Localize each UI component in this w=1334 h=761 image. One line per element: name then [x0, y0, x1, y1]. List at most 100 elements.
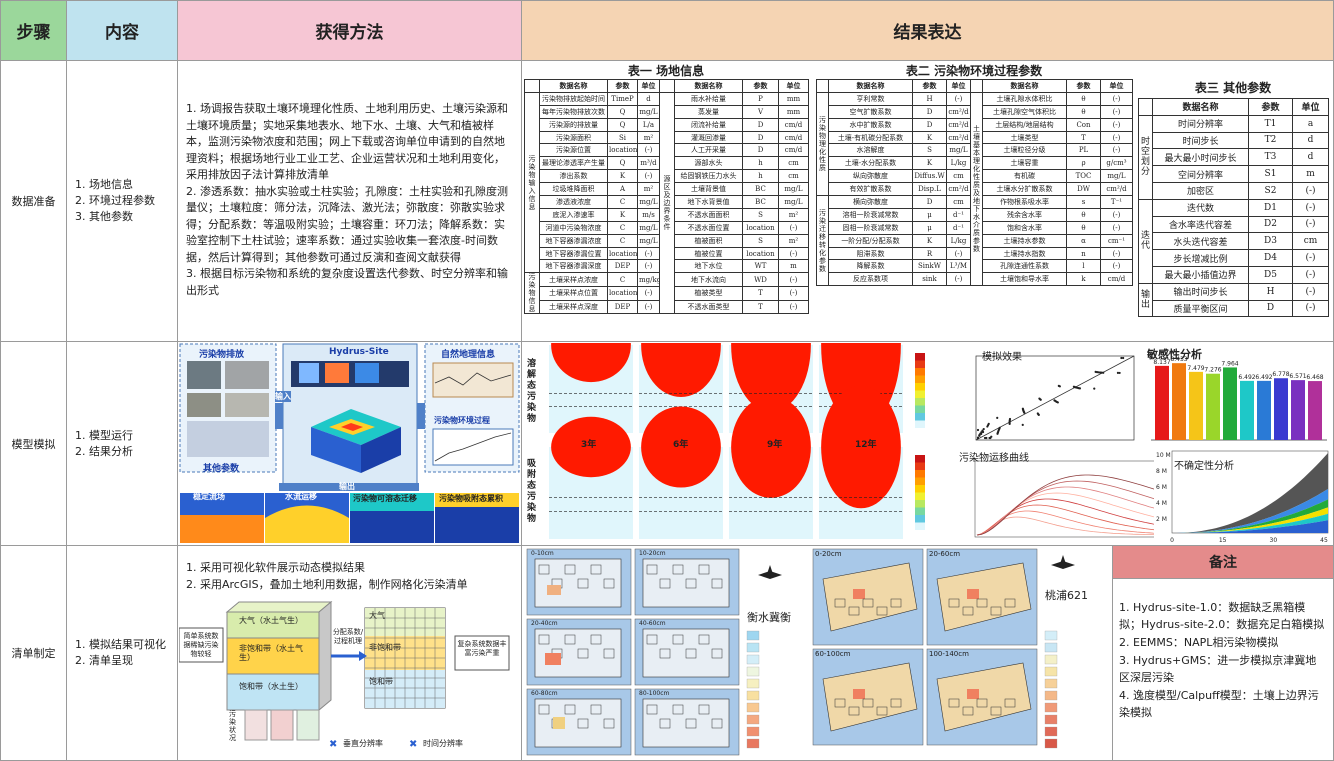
building-outline — [962, 606, 974, 616]
table-cell: 每年污染物排放次数 — [539, 104, 608, 119]
table-row: 污染物理化性质 亨利常数 H (-) 土壤基本理化性质及地下水介质参数 土壤孔隙水体积比 θ… — [816, 91, 1133, 287]
table-cell: g/cm³ — [1100, 156, 1133, 171]
table-cell: C — [607, 220, 638, 235]
table-site-info: 表一 场地信息 数据名称 参数 单位 数据名称 参数 单位 污染物输入信息 污染物… — [524, 63, 809, 339]
legend-swatch — [746, 654, 760, 665]
uncertainty-title: 不确定性分析 — [1174, 461, 1234, 472]
table-cell: 最理论渗透率产生量 — [539, 156, 608, 171]
table2-header: 数据名称 — [982, 79, 1067, 93]
table-cell: BC — [742, 195, 779, 209]
colorbar-swatch — [915, 477, 925, 485]
bar-value-label: 6.778 — [1272, 371, 1289, 378]
colorbar-swatch — [915, 360, 925, 368]
table-cell: TimeP — [607, 91, 638, 106]
building-outline — [603, 718, 615, 729]
table-cell: L/a — [637, 117, 660, 132]
building-outline — [1004, 598, 1016, 608]
building-outline — [538, 704, 550, 715]
legend-swatch — [1044, 642, 1058, 653]
notes-body: 1. Hydrus-site-1.0：数据缺乏黑箱模拟；Hydrus-site-… — [1112, 578, 1334, 761]
curve-title: 污染物运移曲线 — [959, 453, 1029, 464]
simple-system-box: 简单系统数据稀缺污染物较轻 — [183, 632, 219, 658]
building-outline — [590, 704, 602, 715]
table-cell: (-) — [1292, 198, 1329, 217]
building-outline — [564, 704, 576, 715]
legend-swatch — [746, 666, 760, 677]
table-cell: mg/L — [637, 195, 660, 209]
table1-header: 单位 — [778, 79, 809, 93]
table-cell: (-) — [1100, 207, 1133, 222]
table-row: 最大最小插值边界 D5 (-) — [1139, 265, 1329, 284]
colorbar-swatch — [915, 507, 925, 515]
table-cell: θ — [1066, 104, 1101, 119]
table-cell: (-) — [778, 299, 809, 315]
table-cell: m² — [778, 233, 809, 248]
building-outline — [659, 648, 671, 659]
mechanism-label: 分配系数/过程机理 — [332, 628, 364, 645]
table2-header: 数据名称 — [828, 79, 913, 93]
uncertainty-band — [1172, 520, 1328, 533]
year-label: 3年 — [581, 440, 597, 450]
table-cell: 人工开采量 — [674, 143, 743, 158]
legend-swatch — [1044, 678, 1058, 689]
table-cell: 土壤-水分配系数 — [828, 156, 913, 171]
table-cell: m — [778, 259, 809, 274]
table-cell: K — [912, 130, 947, 145]
plume-contour — [551, 343, 631, 383]
colorbar-swatch — [915, 405, 925, 413]
layer-unsaturated: 非饱和带（水土气生） — [239, 644, 303, 662]
table3-header: 数据名称 — [1152, 98, 1249, 116]
table-cell: cm — [1292, 232, 1329, 251]
table-cell: (-) — [1292, 215, 1329, 234]
sensitivity-bar — [1308, 381, 1322, 440]
building-outline — [711, 648, 723, 659]
table-cell: location — [742, 246, 779, 261]
table-cell: Disp.L — [912, 182, 947, 197]
table-cell: (-) — [1100, 246, 1133, 261]
table2-corner — [816, 79, 829, 93]
header-step: 步骤 — [0, 0, 67, 61]
table-cell: 空间分辨率 — [1152, 165, 1249, 183]
sensitivity-bar — [1257, 380, 1271, 440]
inventory-maps: 衡水冀衡 桃浦621 0-10cm 10-20cm 20-40cm 40-60c… — [523, 547, 1111, 759]
building-outline — [990, 606, 1002, 616]
transport-curve — [976, 480, 1158, 536]
table-cell: 土壤孔隙水体积比 — [982, 91, 1067, 106]
table-cell: 质量平衡区间 — [1152, 299, 1249, 318]
table2-header: 参数 — [1066, 79, 1101, 93]
table-cell: mm — [778, 104, 809, 119]
table-cell: 蒸发量 — [674, 104, 743, 119]
table1-corner — [659, 79, 675, 93]
plume-contour — [551, 416, 631, 478]
sensitivity-bar — [1223, 367, 1237, 440]
colorbar-swatch — [915, 485, 925, 493]
table2-header: 单位 — [1100, 79, 1133, 93]
table-cell: 不透水面类型 — [674, 299, 743, 315]
depth-label: 60-100cm — [815, 650, 851, 658]
table-cell: 给固钢铁压力水头 — [674, 169, 743, 184]
colorbar-swatch — [915, 500, 925, 508]
building-outline — [976, 598, 988, 608]
table-cell: (-) — [1100, 259, 1133, 274]
legend-swatch — [746, 714, 760, 725]
table-cell: Q — [607, 104, 638, 119]
table-cell: WT — [742, 259, 779, 274]
table-cell: 土壤容重 — [982, 156, 1067, 171]
step-inventory: 清单制定 — [0, 545, 67, 761]
table-cell: m² — [637, 182, 660, 197]
table-cell: cm²/d — [946, 182, 971, 197]
note-item: 4. 逸度模型/Calpuff模型：土壤上边界污染模拟 — [1119, 689, 1319, 719]
table-cell: S2 — [1248, 181, 1293, 200]
table-cell: T — [742, 299, 779, 315]
table3-grid: 数据名称 参数 单位 时空划分 时间分辨率 T1 a 时间步长 T2 d 最大最小时间步长 T3… — [1138, 98, 1329, 318]
building-outline — [672, 564, 684, 575]
table-row: 步长增减比例 D4 (-) — [1139, 249, 1329, 267]
scatter-title: 模拟效果 — [982, 352, 1022, 363]
table-cell: Si — [607, 130, 638, 145]
compass-icon — [770, 571, 782, 579]
legend-swatch — [746, 642, 760, 653]
table-cell: 土壤采样点深度 — [539, 299, 608, 315]
x-tick-label: 30 — [1270, 537, 1278, 543]
